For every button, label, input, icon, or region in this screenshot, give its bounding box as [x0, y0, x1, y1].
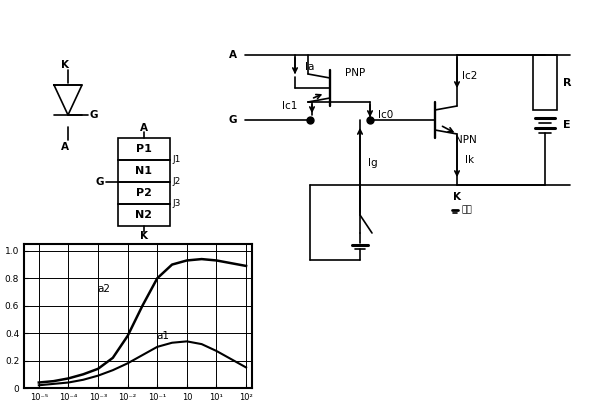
Text: Ic2: Ic2	[462, 71, 478, 81]
Text: P2: P2	[136, 188, 152, 198]
Text: G: G	[90, 110, 98, 120]
Text: a2: a2	[97, 284, 110, 294]
Text: K: K	[140, 231, 148, 241]
Text: Ig: Ig	[368, 158, 377, 168]
Text: a1: a1	[157, 331, 170, 341]
Bar	[533, 55, 557, 110]
Bar	[118, 138, 170, 160]
Text: G: G	[229, 115, 237, 125]
Text: A: A	[229, 50, 237, 60]
Text: K: K	[61, 60, 69, 70]
Text: G: G	[96, 177, 104, 187]
Bar	[118, 160, 170, 182]
Text: J1: J1	[172, 156, 181, 164]
Text: P1: P1	[136, 144, 152, 154]
Text: N2: N2	[136, 210, 152, 220]
Text: A: A	[61, 142, 69, 152]
Text: J2: J2	[172, 178, 180, 186]
Text: R: R	[563, 78, 571, 88]
Text: E: E	[563, 120, 571, 130]
Text: 图一: 图一	[126, 244, 137, 252]
Text: A: A	[140, 123, 148, 133]
Text: Ik: Ik	[465, 155, 474, 165]
Bar	[118, 182, 170, 204]
Text: K: K	[453, 192, 461, 202]
Text: J3: J3	[172, 200, 181, 208]
Text: N1: N1	[136, 166, 152, 176]
Text: Ia: Ia	[305, 62, 314, 72]
Bar	[118, 204, 170, 226]
Text: 图二: 图二	[462, 206, 473, 214]
Text: Ic0: Ic0	[378, 110, 393, 120]
Text: PNP: PNP	[345, 68, 365, 78]
Text: Ic1: Ic1	[281, 101, 297, 111]
Text: NPN: NPN	[455, 135, 477, 145]
